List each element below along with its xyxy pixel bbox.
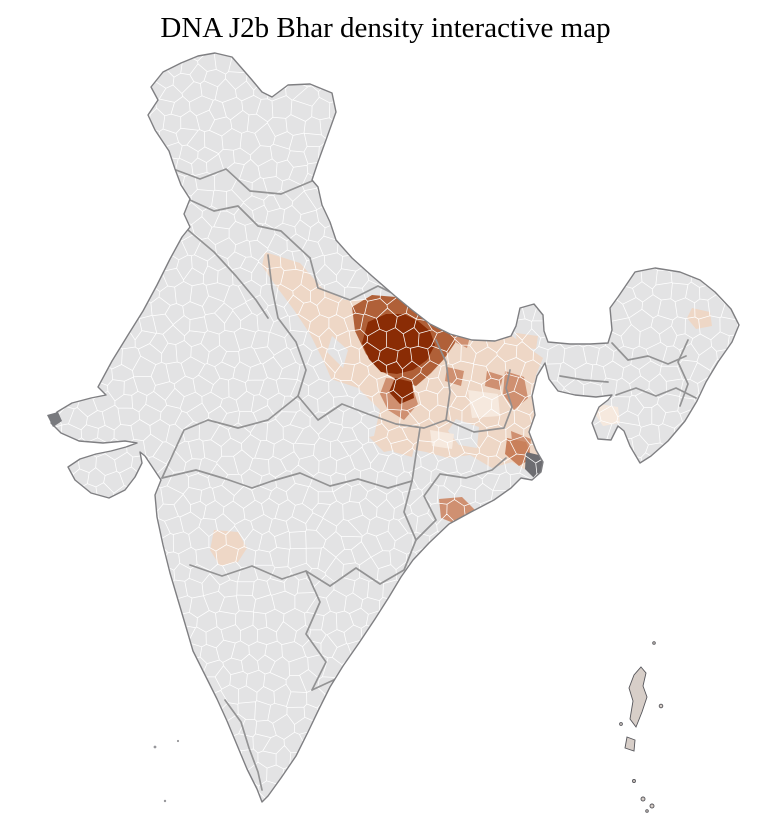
state-border-line xyxy=(175,168,313,195)
lakshadweep-island[interactable] xyxy=(153,745,157,749)
state-border-line xyxy=(403,480,417,541)
state-border-line xyxy=(503,369,513,429)
lakshadweep-island[interactable] xyxy=(163,799,167,803)
state-border-line xyxy=(297,395,447,429)
state-border-line xyxy=(309,257,399,301)
map-title: DNA J2b Bhar density interactive map xyxy=(160,12,611,44)
islands xyxy=(47,412,664,813)
andaman-island[interactable] xyxy=(624,736,636,752)
nicobar-island[interactable] xyxy=(640,796,646,802)
andaman-island[interactable] xyxy=(628,666,648,728)
nicobar-island[interactable] xyxy=(649,803,655,809)
state-border-line xyxy=(187,229,269,319)
state-border-line xyxy=(224,699,263,791)
state-border-line xyxy=(559,375,609,383)
state-border-line xyxy=(611,342,687,365)
state-border-line xyxy=(445,419,505,433)
state-border-line xyxy=(161,469,413,489)
andaman-island[interactable] xyxy=(658,703,664,709)
state-border-line xyxy=(161,395,299,479)
state-border-line xyxy=(189,564,331,587)
density-region-pale-east-1[interactable] xyxy=(468,390,500,418)
state-border-line xyxy=(305,570,327,691)
andaman-island[interactable] xyxy=(652,641,656,645)
state-border-line xyxy=(677,339,689,407)
state-border-line xyxy=(329,539,417,587)
state-border-line xyxy=(415,457,507,541)
state-border-line xyxy=(411,427,421,482)
lakshadweep-island[interactable] xyxy=(176,739,180,743)
kutch-islet[interactable] xyxy=(47,412,62,427)
nicobar-island[interactable] xyxy=(645,809,649,813)
andaman-island[interactable] xyxy=(632,779,636,783)
andaman-island[interactable] xyxy=(619,722,623,726)
state-border-line xyxy=(435,339,451,421)
state-border-line xyxy=(267,254,307,397)
state-border-line xyxy=(189,199,311,259)
state-border-line xyxy=(615,387,697,399)
